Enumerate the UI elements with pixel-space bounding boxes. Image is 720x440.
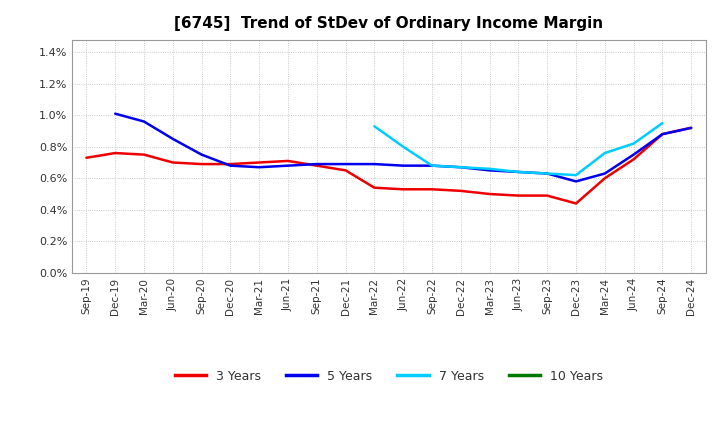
3 Years bbox=[658, 132, 667, 137]
Line: 3 Years: 3 Years bbox=[86, 128, 691, 203]
5 Years bbox=[168, 136, 177, 142]
3 Years bbox=[284, 158, 292, 164]
3 Years bbox=[197, 161, 206, 167]
Line: 7 Years: 7 Years bbox=[374, 123, 662, 175]
5 Years bbox=[312, 161, 321, 167]
5 Years bbox=[658, 132, 667, 137]
7 Years bbox=[370, 124, 379, 129]
7 Years bbox=[485, 166, 494, 172]
3 Years bbox=[600, 176, 609, 181]
3 Years bbox=[168, 160, 177, 165]
3 Years bbox=[140, 152, 148, 157]
7 Years bbox=[629, 141, 638, 146]
7 Years bbox=[543, 171, 552, 176]
7 Years bbox=[514, 169, 523, 175]
Line: 5 Years: 5 Years bbox=[115, 114, 691, 181]
3 Years bbox=[255, 160, 264, 165]
3 Years bbox=[514, 193, 523, 198]
5 Years bbox=[140, 119, 148, 124]
5 Years bbox=[284, 163, 292, 168]
7 Years bbox=[600, 150, 609, 156]
3 Years bbox=[485, 191, 494, 197]
3 Years bbox=[456, 188, 465, 194]
7 Years bbox=[572, 172, 580, 178]
5 Years bbox=[514, 169, 523, 175]
7 Years bbox=[399, 144, 408, 150]
5 Years bbox=[341, 161, 350, 167]
7 Years bbox=[456, 165, 465, 170]
5 Years bbox=[370, 161, 379, 167]
3 Years bbox=[629, 157, 638, 162]
Legend: 3 Years, 5 Years, 7 Years, 10 Years: 3 Years, 5 Years, 7 Years, 10 Years bbox=[170, 365, 608, 388]
5 Years bbox=[629, 152, 638, 157]
3 Years bbox=[111, 150, 120, 156]
5 Years bbox=[485, 168, 494, 173]
3 Years bbox=[226, 161, 235, 167]
5 Years bbox=[226, 163, 235, 168]
3 Years bbox=[370, 185, 379, 191]
5 Years bbox=[543, 171, 552, 176]
5 Years bbox=[572, 179, 580, 184]
3 Years bbox=[572, 201, 580, 206]
Title: [6745]  Trend of StDev of Ordinary Income Margin: [6745] Trend of StDev of Ordinary Income… bbox=[174, 16, 603, 32]
3 Years bbox=[341, 168, 350, 173]
3 Years bbox=[312, 163, 321, 168]
5 Years bbox=[600, 171, 609, 176]
5 Years bbox=[456, 165, 465, 170]
7 Years bbox=[658, 121, 667, 126]
5 Years bbox=[399, 163, 408, 168]
3 Years bbox=[399, 187, 408, 192]
3 Years bbox=[82, 155, 91, 161]
5 Years bbox=[687, 125, 696, 131]
5 Years bbox=[111, 111, 120, 116]
3 Years bbox=[687, 125, 696, 131]
3 Years bbox=[543, 193, 552, 198]
3 Years bbox=[428, 187, 436, 192]
5 Years bbox=[428, 163, 436, 168]
5 Years bbox=[197, 152, 206, 157]
7 Years bbox=[428, 163, 436, 168]
5 Years bbox=[255, 165, 264, 170]
